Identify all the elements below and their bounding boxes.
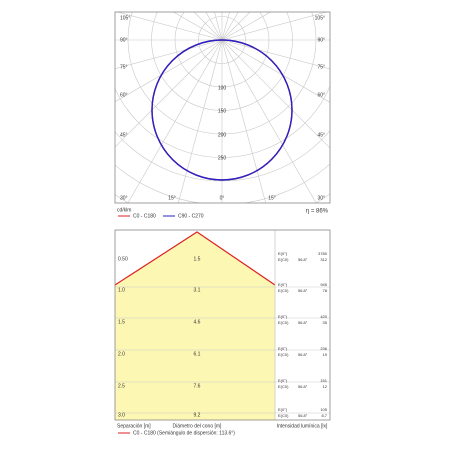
diameter: 3.1 [194,287,201,293]
ec-angle: 56.8° [298,384,308,389]
angle-label: 0° [220,195,225,201]
radial-label: 200 [218,132,227,138]
ec-value: 35 [323,320,328,325]
radial-label: 250 [218,155,227,161]
angle-label: 105° [315,15,325,21]
diameter: 4.6 [194,319,201,325]
e0-label: E(0°) [278,407,288,412]
separation: 1.5 [118,319,125,325]
angle-label: 15° [168,195,176,201]
footer-label: Diámetro del cono [m] [173,423,223,429]
unit: cd/klm [117,207,131,213]
ec-label: E(C0) [278,288,289,293]
e0-label: E(0°) [278,282,288,287]
e0-value: 236 [320,346,327,351]
grid-ray [221,12,230,41]
angle-label: 60° [317,92,325,98]
e0-label: E(0°) [278,314,288,319]
angle-label: 75° [120,64,128,70]
legend-label: C0 - C180 (Semiángulo de dispersión: 113… [133,430,235,436]
grid-ray [193,12,223,41]
radial-label: 150 [218,108,227,114]
cone-frame [114,229,331,421]
cone-edge [114,231,276,286]
cone-rows: 0.50 1.5 E(0°) 3780 E(C0) 56.8° 312 1.0 3.1 E(0°)… [115,251,330,418]
grid-ray [221,39,330,70]
ec-value: 8.7 [321,413,327,418]
efficiency: η = 86% [306,209,329,215]
grid-ray [178,39,223,203]
separation: 2.5 [118,383,125,389]
e0-value: 151 [320,378,327,383]
polar-frame [114,11,331,204]
curve-c90 [151,39,293,181]
separation: 2.0 [118,351,125,357]
grid-ray [127,39,223,203]
grid-ray [116,12,223,41]
diameter: 7.6 [194,383,201,389]
polar-grid [115,12,330,203]
angle-label: 45° [120,132,128,138]
grid-ray [221,12,328,41]
ec-value: 78 [323,288,328,293]
separation: 3.0 [118,412,125,418]
angle-label: 30° [317,195,325,201]
legend-label: C0 - C180 [133,213,156,219]
footer-label: Separación [m] [117,423,151,429]
e0-value: 105 [320,407,327,412]
ec-label: E(C0) [278,320,289,325]
radial-label: 100 [218,85,227,91]
angle-label: 15° [268,195,276,201]
ec-label: E(C0) [278,413,289,418]
ec-angle: 56.8° [298,320,308,325]
ec-value: 19 [323,352,328,357]
separation: 1.0 [118,287,125,293]
diameter: 6.1 [194,351,201,357]
cone-area [115,232,275,420]
ec-label: E(C0) [278,257,289,262]
diameter: 9.2 [194,412,201,418]
angle-label: 60° [120,92,128,98]
ec-value: 312 [320,257,327,262]
ec-label: E(C0) [278,384,289,389]
legend-label: C90 - C270 [178,213,204,219]
e0-value: 945 [320,282,327,287]
e0-label: E(0°) [278,346,288,351]
ec-angle: 56.8° [298,352,308,357]
grid-ray [221,39,330,149]
grid-ray [221,39,266,203]
ec-angle: 56.8° [298,413,308,418]
angle-label: 45° [317,132,325,138]
grid-ray [221,39,330,103]
footer-label: Intensidad lumínica [lx] [277,423,328,429]
e0-label: E(0°) [278,378,288,383]
e0-value: 420 [320,314,327,319]
diameter: 1.5 [194,256,201,262]
grid-ray [172,12,223,41]
grid-ray [115,39,223,148]
ec-label: E(C0) [278,352,289,357]
grid-ray [221,39,317,203]
angle-label: 30° [120,195,128,201]
grid-ray [214,12,223,41]
grid-ray [115,39,223,103]
e0-value: 3780 [318,251,328,256]
angle-label: 90° [317,37,325,43]
grid-ray [115,39,223,69]
ec-value: 12 [323,384,328,389]
ec-angle: 56.8° [298,257,308,262]
angle-label: 105° [120,15,130,21]
grid-ray [221,12,272,41]
ec-angle: 56.8° [298,288,308,293]
angle-label: 75° [317,64,325,70]
e0-label: E(0°) [278,251,288,256]
separation: 0.50 [118,256,128,262]
angle-label: 90° [120,37,128,43]
